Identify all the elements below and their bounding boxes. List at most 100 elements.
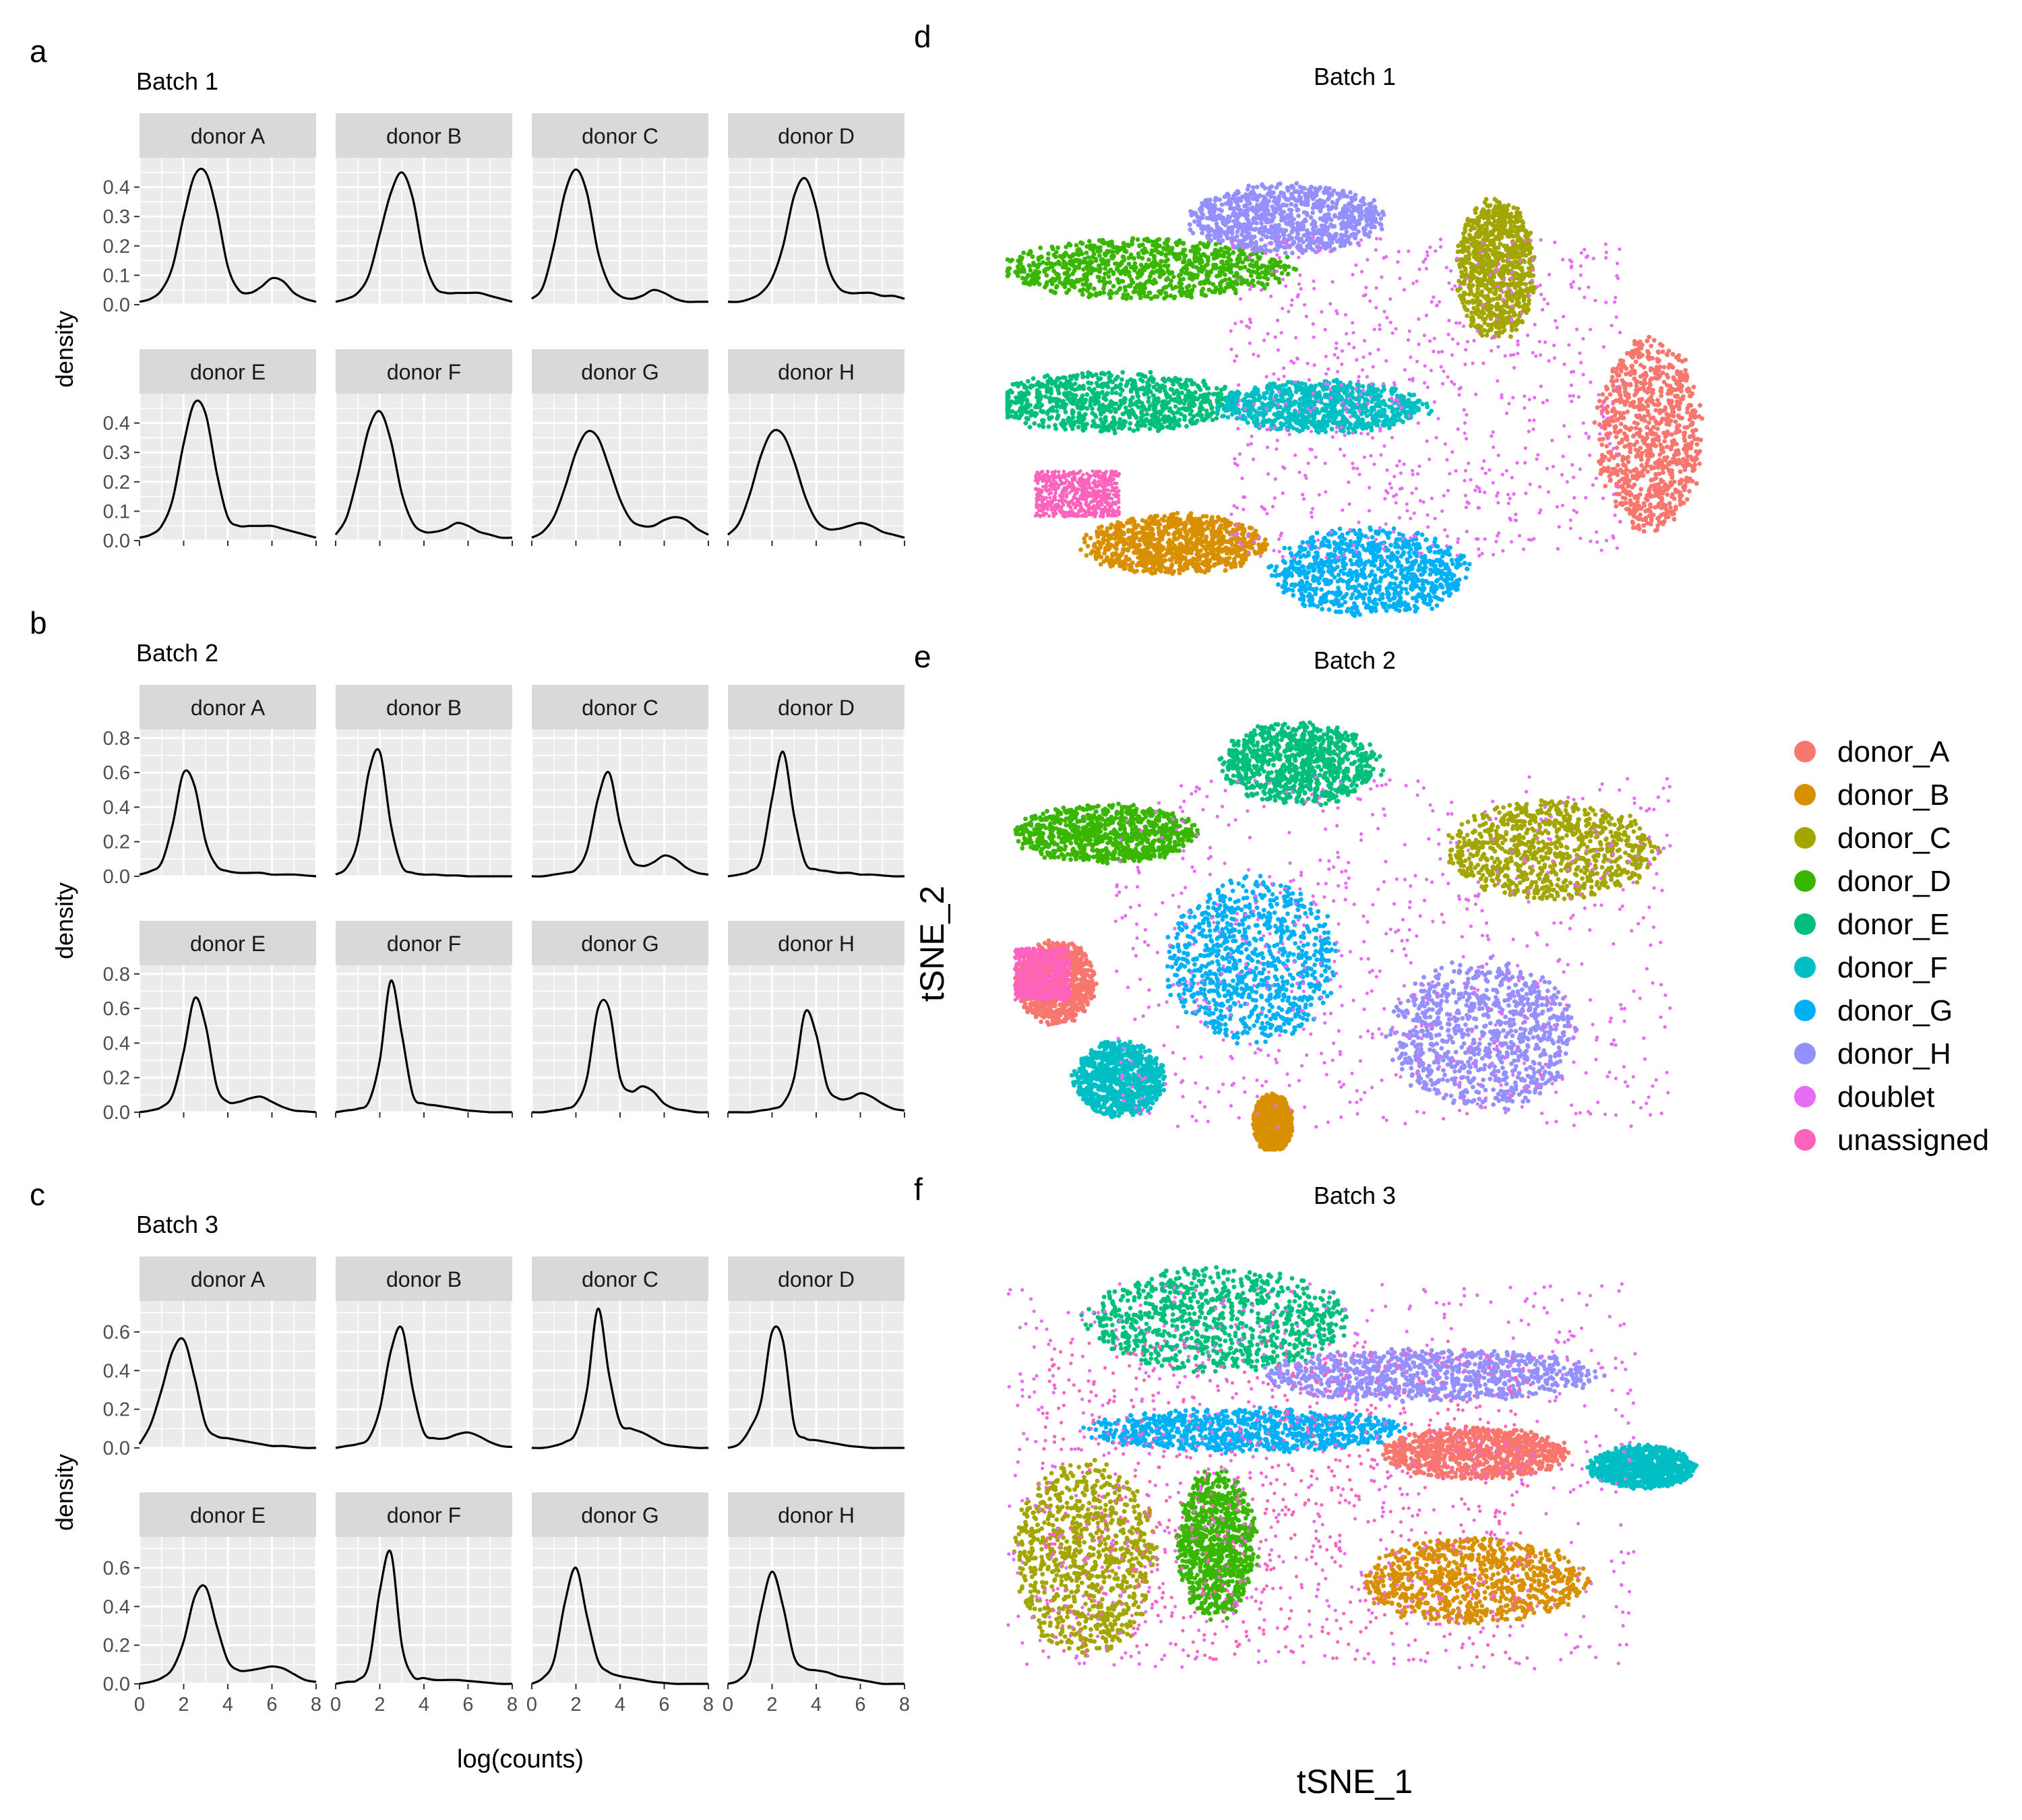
tsne-point: [1637, 345, 1643, 351]
tsne-point: [1628, 383, 1633, 388]
tsne-point: [1005, 404, 1010, 410]
tsne-point: [1476, 301, 1481, 307]
tsne-point: [1494, 212, 1499, 218]
tsne-point: [1110, 553, 1115, 558]
tsne-point: [1664, 411, 1669, 417]
tsne-point: [1217, 531, 1221, 537]
tsne-point: [1664, 444, 1669, 450]
tsne-point: [1208, 269, 1214, 274]
tsne-point: [1511, 229, 1516, 233]
tsne-point: [1618, 421, 1624, 427]
tsne-point: [1638, 487, 1644, 492]
tsne-point: [1107, 291, 1111, 297]
tsne-point: [1233, 262, 1239, 268]
tsne-point: [1168, 549, 1173, 554]
tsne-point: [1667, 413, 1673, 418]
tsne-point: [1120, 388, 1125, 393]
tsne-point: [1165, 518, 1171, 524]
tsne-point: [1672, 516, 1677, 522]
tsne-point: [1217, 538, 1222, 543]
tsne-point: [1641, 528, 1647, 534]
density-curve: [531, 429, 709, 539]
tsne-point: [1617, 491, 1622, 497]
tsne-point: [1632, 420, 1637, 425]
tsne-point: [1037, 282, 1042, 286]
tsne-point: [1163, 569, 1168, 574]
tsne-point: [1147, 524, 1153, 530]
density-curve: [139, 996, 317, 1114]
tsne-point: [1117, 392, 1123, 397]
tsne-point: [1091, 251, 1097, 257]
tsne-point: [1028, 280, 1033, 284]
tsne-point: [1173, 404, 1178, 409]
facet-strip-label: donor B: [386, 1267, 462, 1292]
tsne-point: [1066, 241, 1072, 246]
tsne-point: [1215, 549, 1221, 553]
tsne-point: [1469, 265, 1474, 270]
tsne-point: [1256, 280, 1261, 285]
tsne-point: [1279, 270, 1285, 276]
tsne-point: [1049, 244, 1055, 249]
density-facet: donor C: [530, 1256, 710, 1449]
tsne-point: [1682, 438, 1688, 444]
tsne-point: [1690, 468, 1695, 473]
tsne-point: [1221, 267, 1227, 272]
tsne-point: [1508, 223, 1514, 229]
tsne-point: [1098, 248, 1103, 253]
tsne-point: [1655, 357, 1660, 361]
tsne-point: [1150, 269, 1155, 274]
tsne-point: [1151, 536, 1156, 541]
tsne-point: [1629, 353, 1634, 359]
tsne-point: [1156, 549, 1161, 553]
tsne-point: [1653, 475, 1659, 481]
tsne-point: [1256, 542, 1261, 547]
tsne-point: [1653, 528, 1658, 533]
y-tick-label: 0.8: [103, 964, 130, 985]
tsne-point: [1078, 547, 1083, 552]
tsne-point: [1035, 389, 1041, 394]
tsne-point: [1103, 266, 1108, 271]
density-facet: donor F: [334, 349, 514, 546]
tsne-point: [1081, 374, 1086, 380]
tsne-point: [1632, 338, 1637, 344]
tsne-point: [1622, 469, 1627, 475]
tsne-point: [1682, 483, 1688, 488]
tsne-point: [1246, 268, 1251, 273]
tsne-point: [1655, 398, 1660, 402]
tsne-point: [1209, 411, 1215, 416]
facet-strip: [140, 685, 316, 729]
facet-strip-label: donor A: [191, 1267, 266, 1292]
tsne-point: [1193, 390, 1198, 395]
x-tick-label: 8: [703, 1694, 714, 1716]
tsne-point: [1628, 425, 1634, 431]
facet-strip: [532, 1256, 708, 1301]
tsne-point: [1032, 281, 1037, 286]
tsne-point: [1525, 247, 1531, 252]
tsne-point: [1605, 404, 1610, 409]
tsne-point: [1023, 421, 1029, 426]
tsne-point: [1157, 530, 1161, 535]
tsne-point: [1638, 403, 1644, 408]
tsne-point: [1071, 281, 1076, 286]
tsne-point: [1076, 415, 1081, 420]
y-tick-label: 0.6: [103, 1558, 130, 1579]
x-tick-label: 6: [266, 1694, 277, 1716]
panel-letter-e: e: [914, 639, 931, 674]
tsne-point: [1659, 459, 1665, 464]
tsne-point: [1138, 562, 1143, 568]
tsne-point: [1138, 262, 1144, 268]
tsne-point: [1473, 324, 1479, 330]
tsne-point: [1525, 243, 1531, 247]
tsne-point: [1659, 386, 1664, 391]
tsne-point: [1653, 505, 1658, 510]
x-tick-label: 0: [526, 1694, 537, 1716]
tsne-point: [1663, 507, 1669, 512]
tsne-point: [1177, 253, 1182, 257]
tsne-point: [1494, 296, 1500, 301]
tsne-point: [1463, 237, 1468, 242]
tsne-point: [1656, 483, 1661, 488]
tsne-point: [1113, 261, 1117, 266]
tsne-point: [1138, 386, 1142, 392]
tsne-point: [1682, 446, 1688, 452]
tsne-point: [1674, 504, 1678, 510]
